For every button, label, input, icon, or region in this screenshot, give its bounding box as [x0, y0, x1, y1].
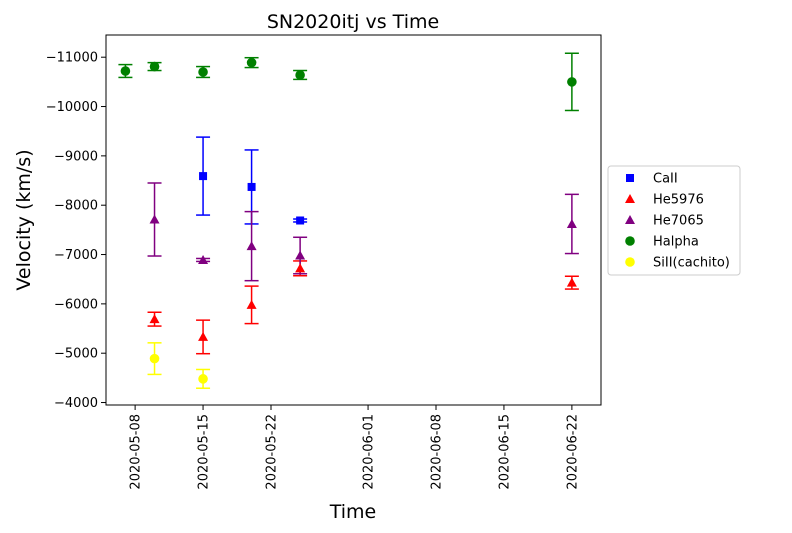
- y-tick-label: −11000: [46, 51, 98, 66]
- legend-item-halpha: Halpha: [625, 235, 699, 250]
- point-he5976: [295, 263, 306, 273]
- legend-item-caii: CaII: [626, 172, 678, 187]
- point-halpha: [295, 70, 305, 80]
- chart-title: SN2020itj vs Time: [267, 11, 439, 33]
- y-axis: −4000 −5000 −6000 −7000 −8000 −9000 −10000 −110…: [46, 51, 106, 411]
- x-tick-label: 2020-06-15: [497, 414, 512, 490]
- point-he5976: [149, 314, 160, 324]
- error-bars-layer: [118, 52, 579, 389]
- legend-label-halpha: Halpha: [653, 235, 699, 250]
- x-tick-label: 2020-06-08: [430, 414, 445, 490]
- y-axis-label: Velocity (km/s): [13, 149, 35, 290]
- point-he7065: [149, 214, 160, 224]
- legend-marker-siii-cachito: [625, 257, 635, 267]
- y-tick-label: −6000: [54, 297, 98, 312]
- point-he7065: [566, 218, 577, 228]
- point-he7065: [295, 250, 306, 260]
- markers-layer: [120, 57, 577, 384]
- point-halpha: [120, 66, 131, 76]
- point-he7065: [198, 254, 209, 264]
- legend-marker-halpha: [625, 236, 635, 246]
- x-axis: 2020-05-08 2020-05-15 2020-05-22 2020-06-01…: [129, 405, 580, 490]
- legend-marker-he5976: [625, 194, 635, 203]
- point-caii: [296, 216, 305, 225]
- point-halpha: [149, 61, 160, 72]
- x-tick-label: 2020-06-22: [565, 414, 580, 490]
- point-caii: [247, 182, 256, 191]
- legend-label-he5976: He5976: [653, 193, 704, 208]
- legend-item-he7065: He7065: [625, 214, 704, 229]
- plot-area: [105, 34, 602, 406]
- legend-frame: [607, 165, 741, 276]
- point-siii-cachito: [149, 353, 160, 364]
- point-he5976: [246, 299, 257, 309]
- x-tick-label: 2020-05-08: [129, 414, 144, 490]
- x-tick-label: 2020-05-22: [265, 414, 280, 490]
- point-siii-cachito: [198, 374, 208, 384]
- point-halpha: [246, 57, 257, 68]
- point-he5976: [566, 277, 577, 287]
- y-tick-label: −4000: [54, 396, 98, 411]
- legend-label-siii-cachito: SiII(cachito): [653, 256, 730, 271]
- x-axis-label: Time: [329, 501, 377, 523]
- legend-label-caii: CaII: [653, 172, 678, 187]
- y-tick-label: −5000: [54, 347, 98, 362]
- point-he7065: [246, 241, 257, 251]
- x-tick-label: 2020-05-15: [197, 414, 212, 490]
- y-tick-label: −8000: [54, 199, 98, 214]
- point-he5976: [198, 331, 209, 341]
- y-tick-label: −7000: [54, 248, 98, 263]
- x-tick-label: 2020-06-01: [362, 414, 377, 490]
- legend-marker-he7065: [625, 215, 635, 224]
- point-caii: [199, 172, 208, 181]
- point-halpha: [198, 67, 208, 77]
- y-tick-label: −10000: [46, 100, 98, 115]
- legend-item-he5976: He5976: [625, 193, 704, 208]
- legend: CaII He5976 He7065 Halpha SiII(cachito): [607, 165, 741, 276]
- legend-marker-caii: [626, 174, 634, 182]
- point-halpha: [567, 77, 577, 87]
- legend-label-he7065: He7065: [653, 214, 704, 229]
- y-tick-label: −9000: [54, 149, 98, 164]
- legend-item-siii-cachito: SiII(cachito): [625, 256, 730, 271]
